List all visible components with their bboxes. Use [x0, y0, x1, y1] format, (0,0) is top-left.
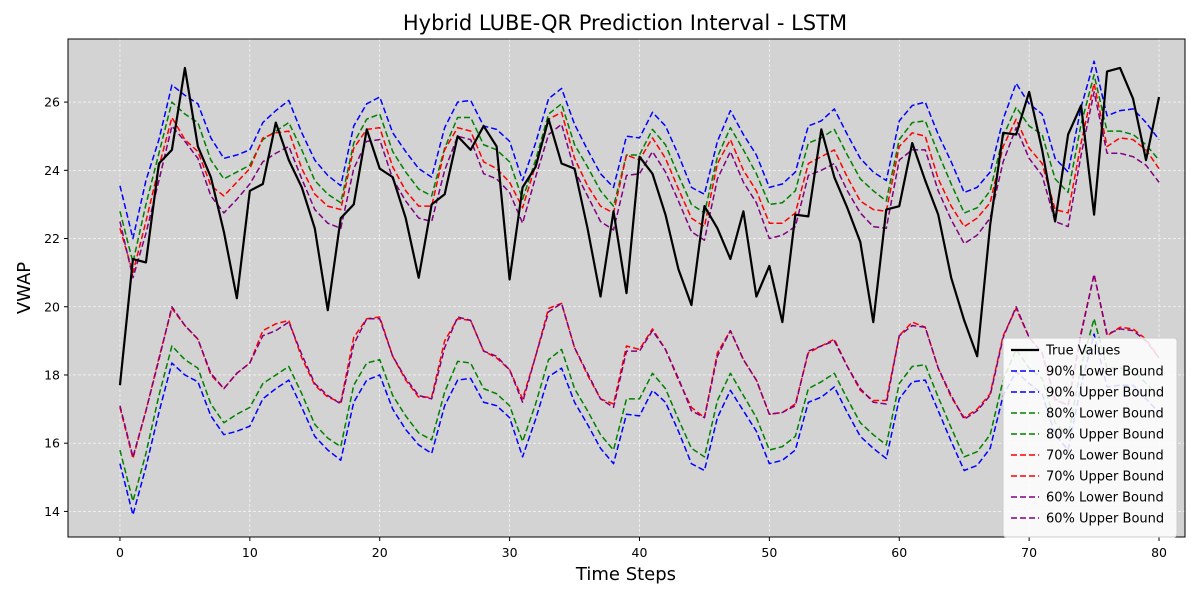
legend-box: [1002, 337, 1178, 538]
y-axis-title: VWAP: [14, 262, 35, 314]
x-tick-label: 40: [632, 545, 648, 560]
y-tick-label: 26: [44, 95, 60, 110]
x-tick-label: 60: [891, 545, 907, 560]
x-axis: 0 10 20 30 40 50 60 70 80: [116, 537, 1167, 560]
legend-label: 60% Upper Bound: [1046, 512, 1164, 527]
x-tick-label: 0: [116, 545, 124, 560]
plot-frame: [67, 38, 1186, 538]
series-line-80-upper-bound: [119, 74, 1160, 264]
y-tick-label: 22: [44, 231, 60, 246]
y-tick-label: 16: [44, 436, 60, 451]
x-tick-label: 50: [761, 545, 777, 560]
legend-label: 90% Lower Bound: [1046, 365, 1164, 380]
x-tick-label: 20: [372, 545, 388, 560]
legend-label: 60% Lower Bound: [1046, 491, 1164, 506]
series-line-90-lower-bound: [119, 333, 1160, 516]
y-tick-label: 14: [44, 504, 60, 519]
series-line-60-upper-bound: [119, 91, 1160, 279]
series-layer: [118, 60, 1161, 516]
series-line-60-lower-bound: [119, 273, 1160, 458]
y-tick-label: 24: [44, 163, 60, 178]
chart-title: Hybrid LUBE-QR Prediction Interval - LST…: [403, 11, 847, 35]
series-line-90-upper-bound: [119, 60, 1160, 240]
legend-label: 70% Upper Bound: [1046, 470, 1164, 485]
legend-label: True Values: [1045, 344, 1120, 359]
x-tick-label: 80: [1151, 545, 1167, 560]
legend-label: 80% Lower Bound: [1046, 407, 1164, 422]
y-tick-label: 18: [44, 367, 60, 382]
x-tick-label: 30: [502, 545, 518, 560]
legend-label: 80% Upper Bound: [1046, 428, 1164, 443]
x-axis-title: Time Steps: [575, 564, 676, 585]
series-line-80-lower-bound: [119, 317, 1160, 502]
series-line-true-values: [118, 66, 1161, 386]
x-tick-label: 10: [242, 545, 258, 560]
y-tick-label: 20: [44, 299, 60, 314]
legend-label: 70% Lower Bound: [1046, 449, 1164, 464]
legend: True Values 90% Lower Bound 90% Upper Boun…: [1002, 337, 1178, 538]
legend-label: 90% Upper Bound: [1046, 386, 1164, 401]
y-axis: 14 16 18 20 22 24 26: [44, 95, 68, 519]
x-tick-label: 70: [1021, 545, 1037, 560]
